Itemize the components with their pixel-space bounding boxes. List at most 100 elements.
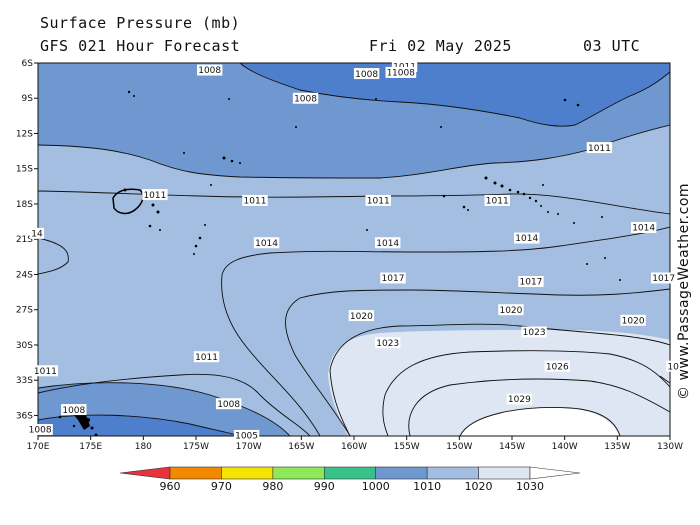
legend-swatch — [529, 466, 581, 480]
isobar-label-text: 1011 — [143, 191, 166, 201]
isobar-label: 1008 — [196, 64, 223, 76]
isobar-label-bg — [375, 237, 401, 249]
isobar-label-text: 1008 — [29, 426, 52, 436]
isobar-label: 1014 — [253, 237, 280, 249]
isobar-label-text: 1011 — [588, 144, 611, 154]
lon-label: 155W — [394, 442, 420, 452]
isobar-label-bg — [27, 424, 53, 436]
isobar-label-text: 1011 — [244, 197, 267, 207]
longitude-axis: 170E 175E 180 175W 170W 165W 160W 155W 150W 145W 1… — [27, 436, 683, 452]
lon-label: 170E — [27, 442, 50, 452]
isobar-label: 1023 — [521, 326, 547, 338]
isobar-label-text: 1008 — [355, 70, 378, 80]
lat-label: 18S — [16, 200, 33, 210]
isobar-label: 1029 — [506, 393, 533, 405]
isobar-label-bg — [650, 272, 677, 284]
isobar-label: 1008 — [61, 404, 87, 416]
legend-swatch — [169, 466, 222, 480]
lat-label: 33S — [16, 376, 33, 386]
map-title: Surface Pressure (mb) — [40, 14, 241, 32]
legend-swatch — [323, 466, 377, 480]
forecast-time: 03 UTC — [583, 37, 641, 55]
isobar-label-bg — [365, 194, 391, 206]
band-1026-high — [460, 407, 620, 436]
isobar-label-bg — [242, 194, 268, 206]
legend-value: 980 — [262, 480, 283, 493]
isobar-label-text: 1008 — [62, 406, 85, 416]
isobar-label-bg — [514, 232, 540, 244]
lat-label: 6S — [22, 59, 34, 69]
isobar-label: 1014 — [375, 237, 401, 249]
isobar-label-bg — [390, 66, 417, 78]
isobar-label-bg — [391, 61, 418, 73]
isobar-label-bg — [518, 276, 544, 288]
isobar-label-bg — [29, 227, 45, 239]
isobar-label-text: 14 — [31, 230, 43, 240]
legend-swatch — [221, 466, 274, 480]
isobar-label: 1008 — [215, 398, 242, 410]
isobar-label-text: 1017 — [520, 278, 543, 288]
legend-value: 960 — [160, 480, 181, 493]
pressure-legend: 960 970 980 990 1000 1010 1020 1030 — [119, 466, 581, 493]
isobar-label-bg — [544, 360, 570, 372]
lon-label: 145W — [499, 442, 525, 452]
isobar-label-bg — [666, 360, 681, 372]
legend-value: 990 — [314, 480, 335, 493]
lat-label: 12S — [16, 129, 33, 139]
isobar-label: 1011 — [193, 351, 220, 363]
isobar-label: 1011 — [142, 189, 168, 201]
isobar-label: 1014 — [514, 232, 540, 244]
isobar-label-bg — [142, 189, 168, 201]
isobar-label-text: 1020 — [350, 312, 373, 322]
isobar-label-bg — [521, 326, 547, 338]
isobar-label-text: 1014 — [515, 234, 538, 244]
isobar-label: 1008 — [353, 68, 380, 80]
isobar-label-text: 1011 — [195, 353, 218, 363]
isobar-label-bg — [506, 393, 533, 405]
isobar-label-bg — [193, 351, 220, 363]
isobar-label-bg — [348, 310, 375, 322]
lat-label: 27S — [16, 306, 33, 316]
isobar-label-text: 1011 — [486, 197, 509, 207]
isobar-label-text: 1008 — [217, 400, 240, 410]
isobar-label-bg — [32, 365, 59, 377]
isobar-label-text: 1014 — [632, 224, 655, 234]
legend-swatch — [478, 466, 531, 480]
isobar-label: 1023 — [375, 337, 401, 349]
legend-value: 1030 — [516, 480, 544, 493]
isobar-label-bg — [292, 92, 319, 104]
lon-label: 165W — [288, 442, 314, 452]
isobar-label: 1008 — [390, 66, 417, 79]
isobar-label: 1011 — [365, 194, 391, 207]
latitude-axis: 6S 9S 12S 15S 18S 21S 24S 27S 30S 33S 36S — [16, 59, 38, 421]
isobar-label-text: 1017 — [382, 274, 405, 284]
legend-value: 970 — [211, 480, 232, 493]
isobar-label-bg — [375, 337, 401, 349]
legend-swatch — [375, 466, 428, 480]
isobar-label: 1017 — [650, 272, 677, 284]
lon-label: 180 — [135, 442, 152, 452]
lat-label: 30S — [16, 341, 33, 351]
isobar-label-bg — [380, 272, 406, 284]
isobar-label-text: 1008 — [294, 94, 317, 104]
isobar-label: 1020 — [348, 310, 375, 322]
isobar-label-text: 1008 — [392, 69, 415, 79]
isobar-label-text: 1029 — [508, 395, 531, 405]
copyright-text: © www.PassageWeather.com — [676, 182, 692, 400]
forecast-label: GFS 021 Hour Forecast — [40, 37, 241, 55]
isobar-label: 1020 — [498, 304, 524, 316]
lon-label: 175W — [183, 442, 209, 452]
isobar-label-text: 1014 — [376, 239, 399, 249]
isobar-label: 1011 — [242, 194, 268, 207]
legend-swatch — [272, 466, 325, 480]
lon-label: 160W — [341, 442, 367, 452]
legend-bar — [119, 466, 581, 480]
lon-label: 140W — [552, 442, 578, 452]
isobar-label-bg — [484, 194, 510, 206]
legend-value: 1020 — [465, 480, 493, 493]
isobar-label-text: 1005 — [235, 432, 258, 442]
isobar-label: 14 — [29, 227, 45, 240]
isobar-label-bg — [586, 142, 613, 154]
isobar-label-text: 1017 — [652, 274, 675, 284]
